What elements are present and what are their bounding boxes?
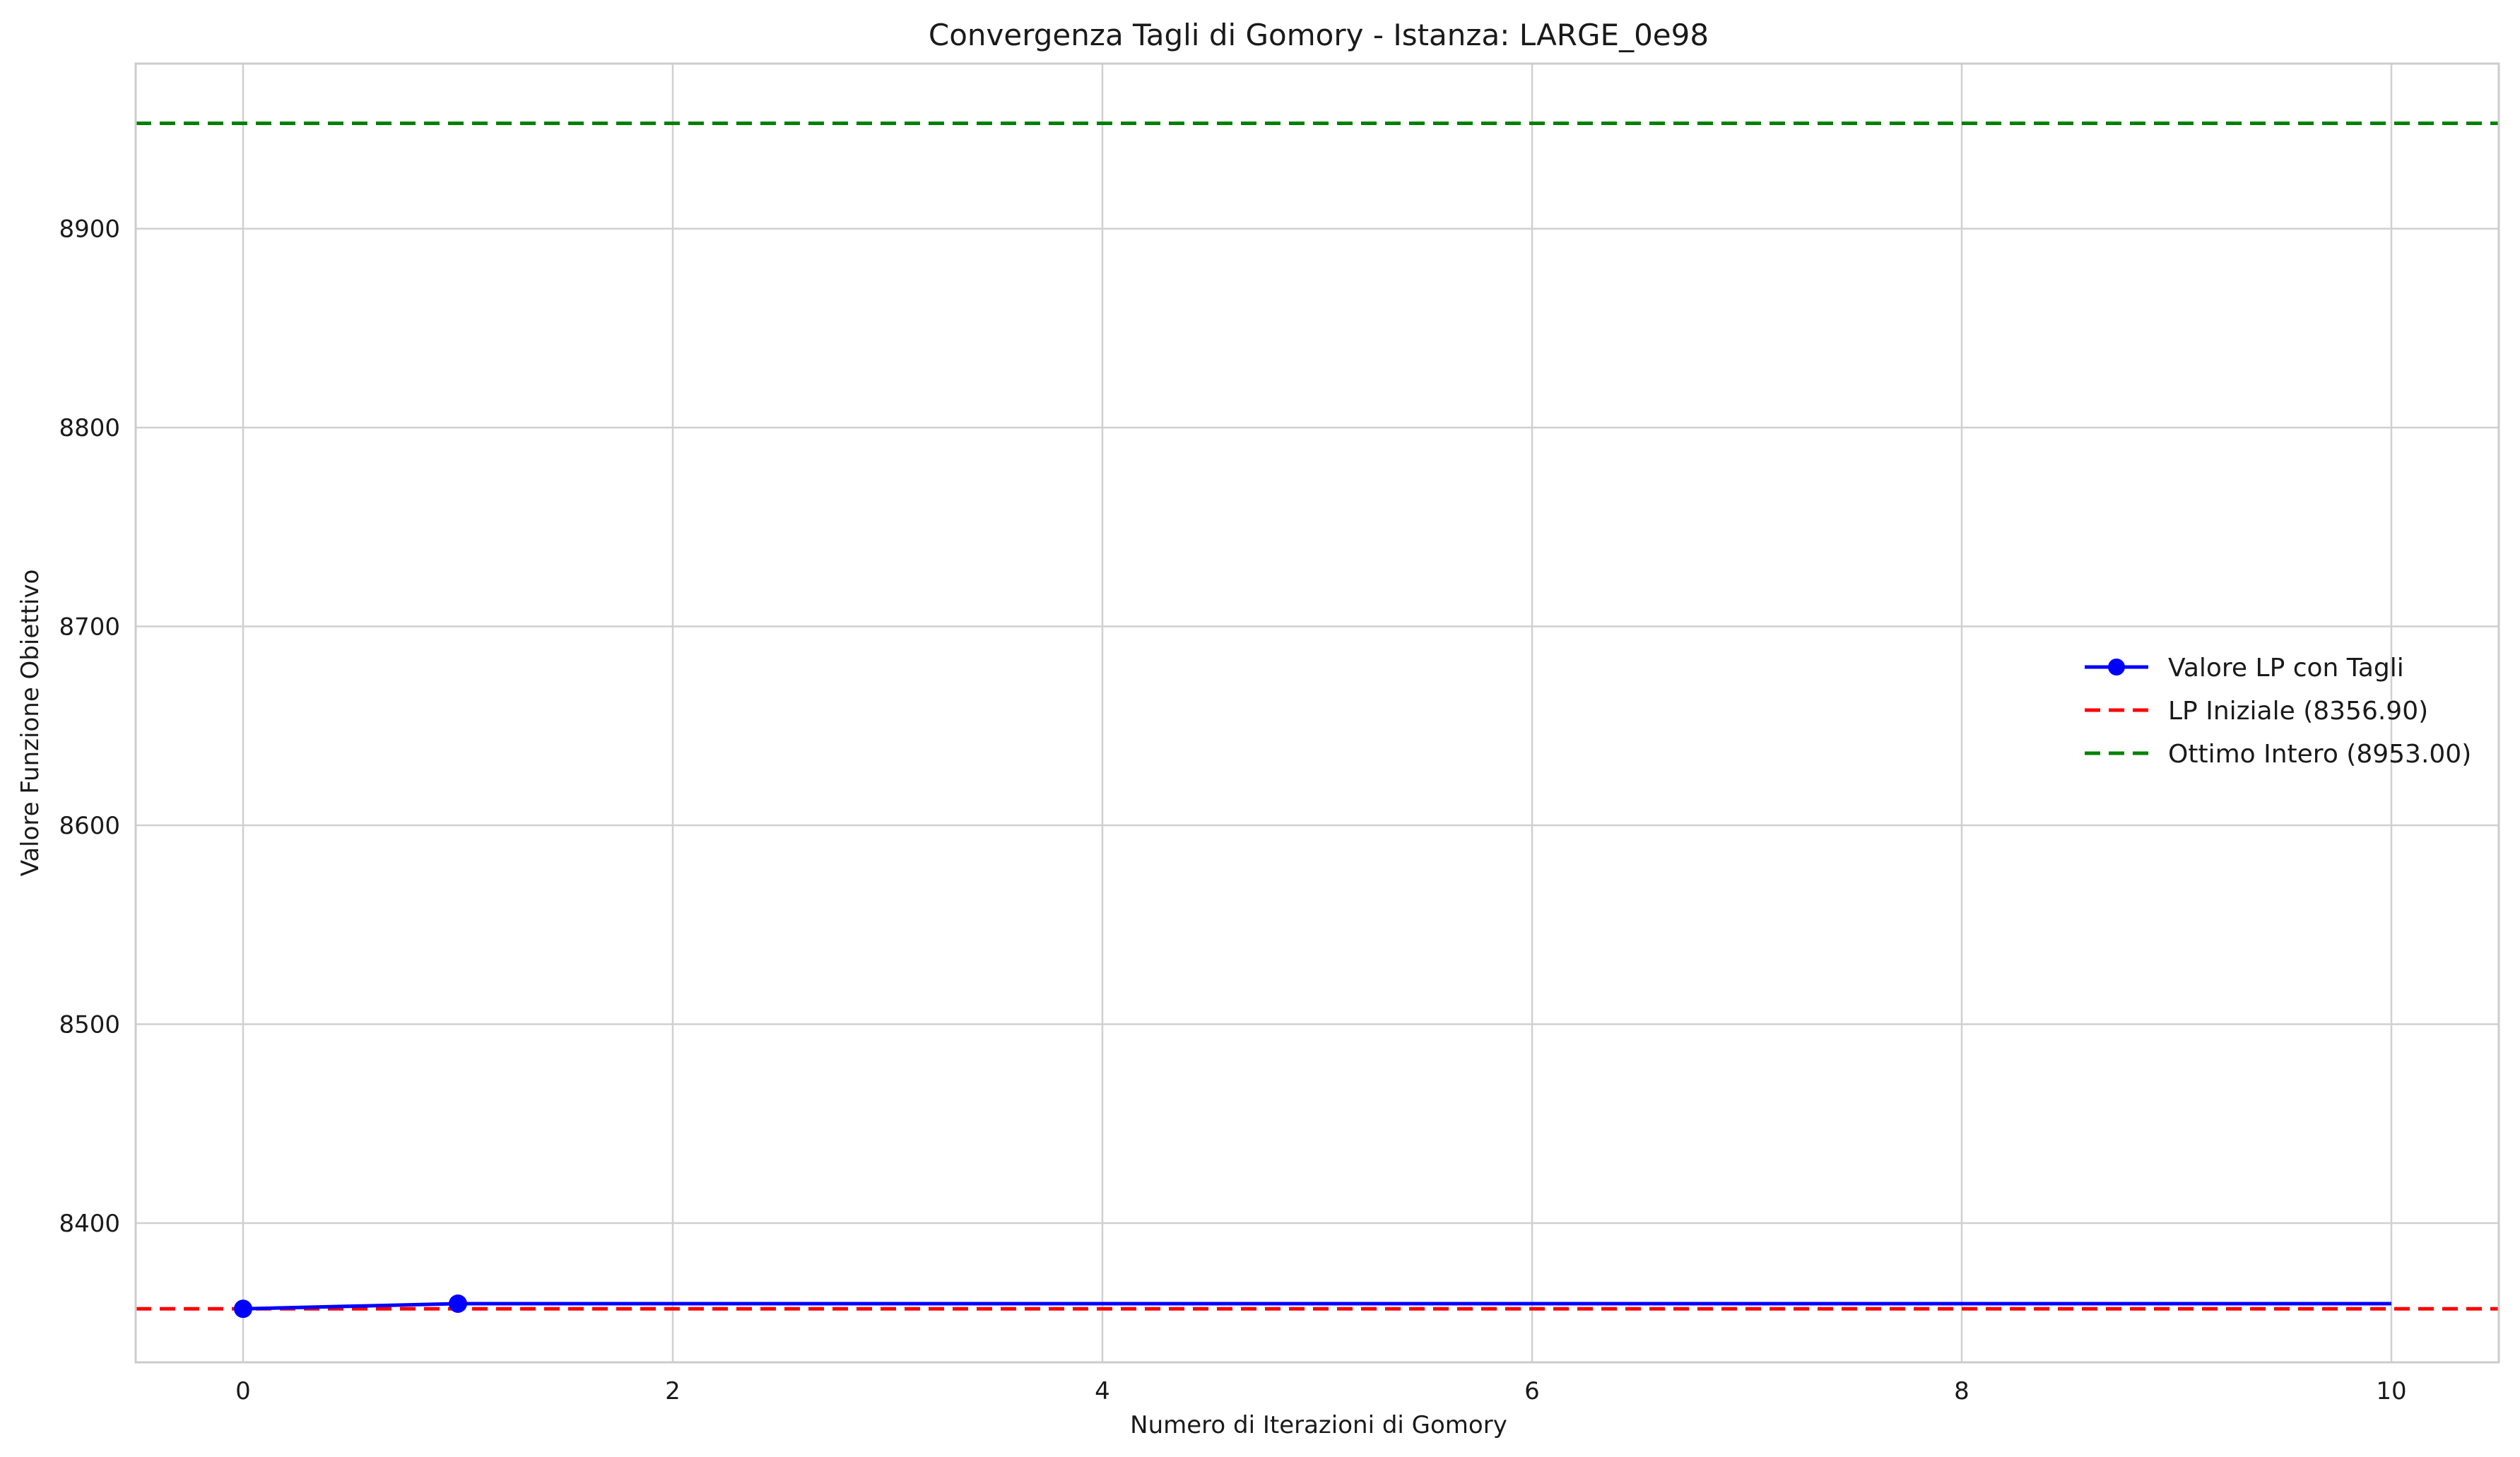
y-tick-label: 8900	[59, 216, 120, 244]
y-tick-label: 8500	[59, 1011, 120, 1039]
legend-label-lp-tagli: Valore LP con Tagli	[2168, 654, 2404, 683]
legend-entry-ottimo-intero: Ottimo Intero (8953.00)	[2085, 740, 2471, 769]
series-layer	[234, 1294, 2391, 1319]
legend: Valore LP con Tagli LP Iniziale (8356.90…	[2085, 654, 2471, 769]
x-tick-label: 10	[2376, 1377, 2406, 1405]
y-axis-ticks: 8400 8500 8600 8700 8800 8900	[59, 216, 120, 1238]
y-tick-label: 8400	[59, 1210, 120, 1238]
series-line	[242, 1302, 2391, 1311]
y-axis-label: Valore Funzione Obiettivo	[16, 570, 45, 877]
plot-border	[134, 62, 2500, 1364]
grid-lines	[136, 64, 2499, 1362]
legend-label-ottimo-intero: Ottimo Intero (8953.00)	[2168, 740, 2471, 769]
plot-area	[134, 62, 2500, 1364]
legend-label-lp-iniziale: LP Iniziale (8356.90)	[2168, 697, 2428, 726]
legend-entry-lp-iniziale: LP Iniziale (8356.90)	[2085, 697, 2428, 726]
y-tick-label: 8600	[59, 812, 120, 840]
chart-title: Convergenza Tagli di Gomory - Istanza: L…	[929, 18, 1709, 52]
x-tick-label: 6	[1524, 1377, 1540, 1405]
y-tick-label: 8800	[59, 414, 120, 442]
data-point	[234, 1299, 252, 1319]
x-tick-label: 4	[1095, 1377, 1110, 1405]
data-point	[449, 1294, 467, 1313]
x-axis-label: Numero di Iterazioni di Gomory	[1130, 1411, 1507, 1439]
x-axis-ticks: 0 2 4 6 8 10	[235, 1377, 2406, 1405]
reference-lines	[136, 121, 2499, 1311]
x-tick-label: 8	[1954, 1377, 1970, 1405]
legend-entry-lp-tagli: Valore LP con Tagli	[2085, 654, 2404, 683]
plot-frame	[136, 64, 2499, 1362]
x-tick-label: 0	[235, 1377, 251, 1405]
x-tick-label: 2	[665, 1377, 681, 1405]
legend-marker-lp-tagli	[2108, 659, 2125, 676]
y-tick-label: 8700	[59, 613, 120, 642]
